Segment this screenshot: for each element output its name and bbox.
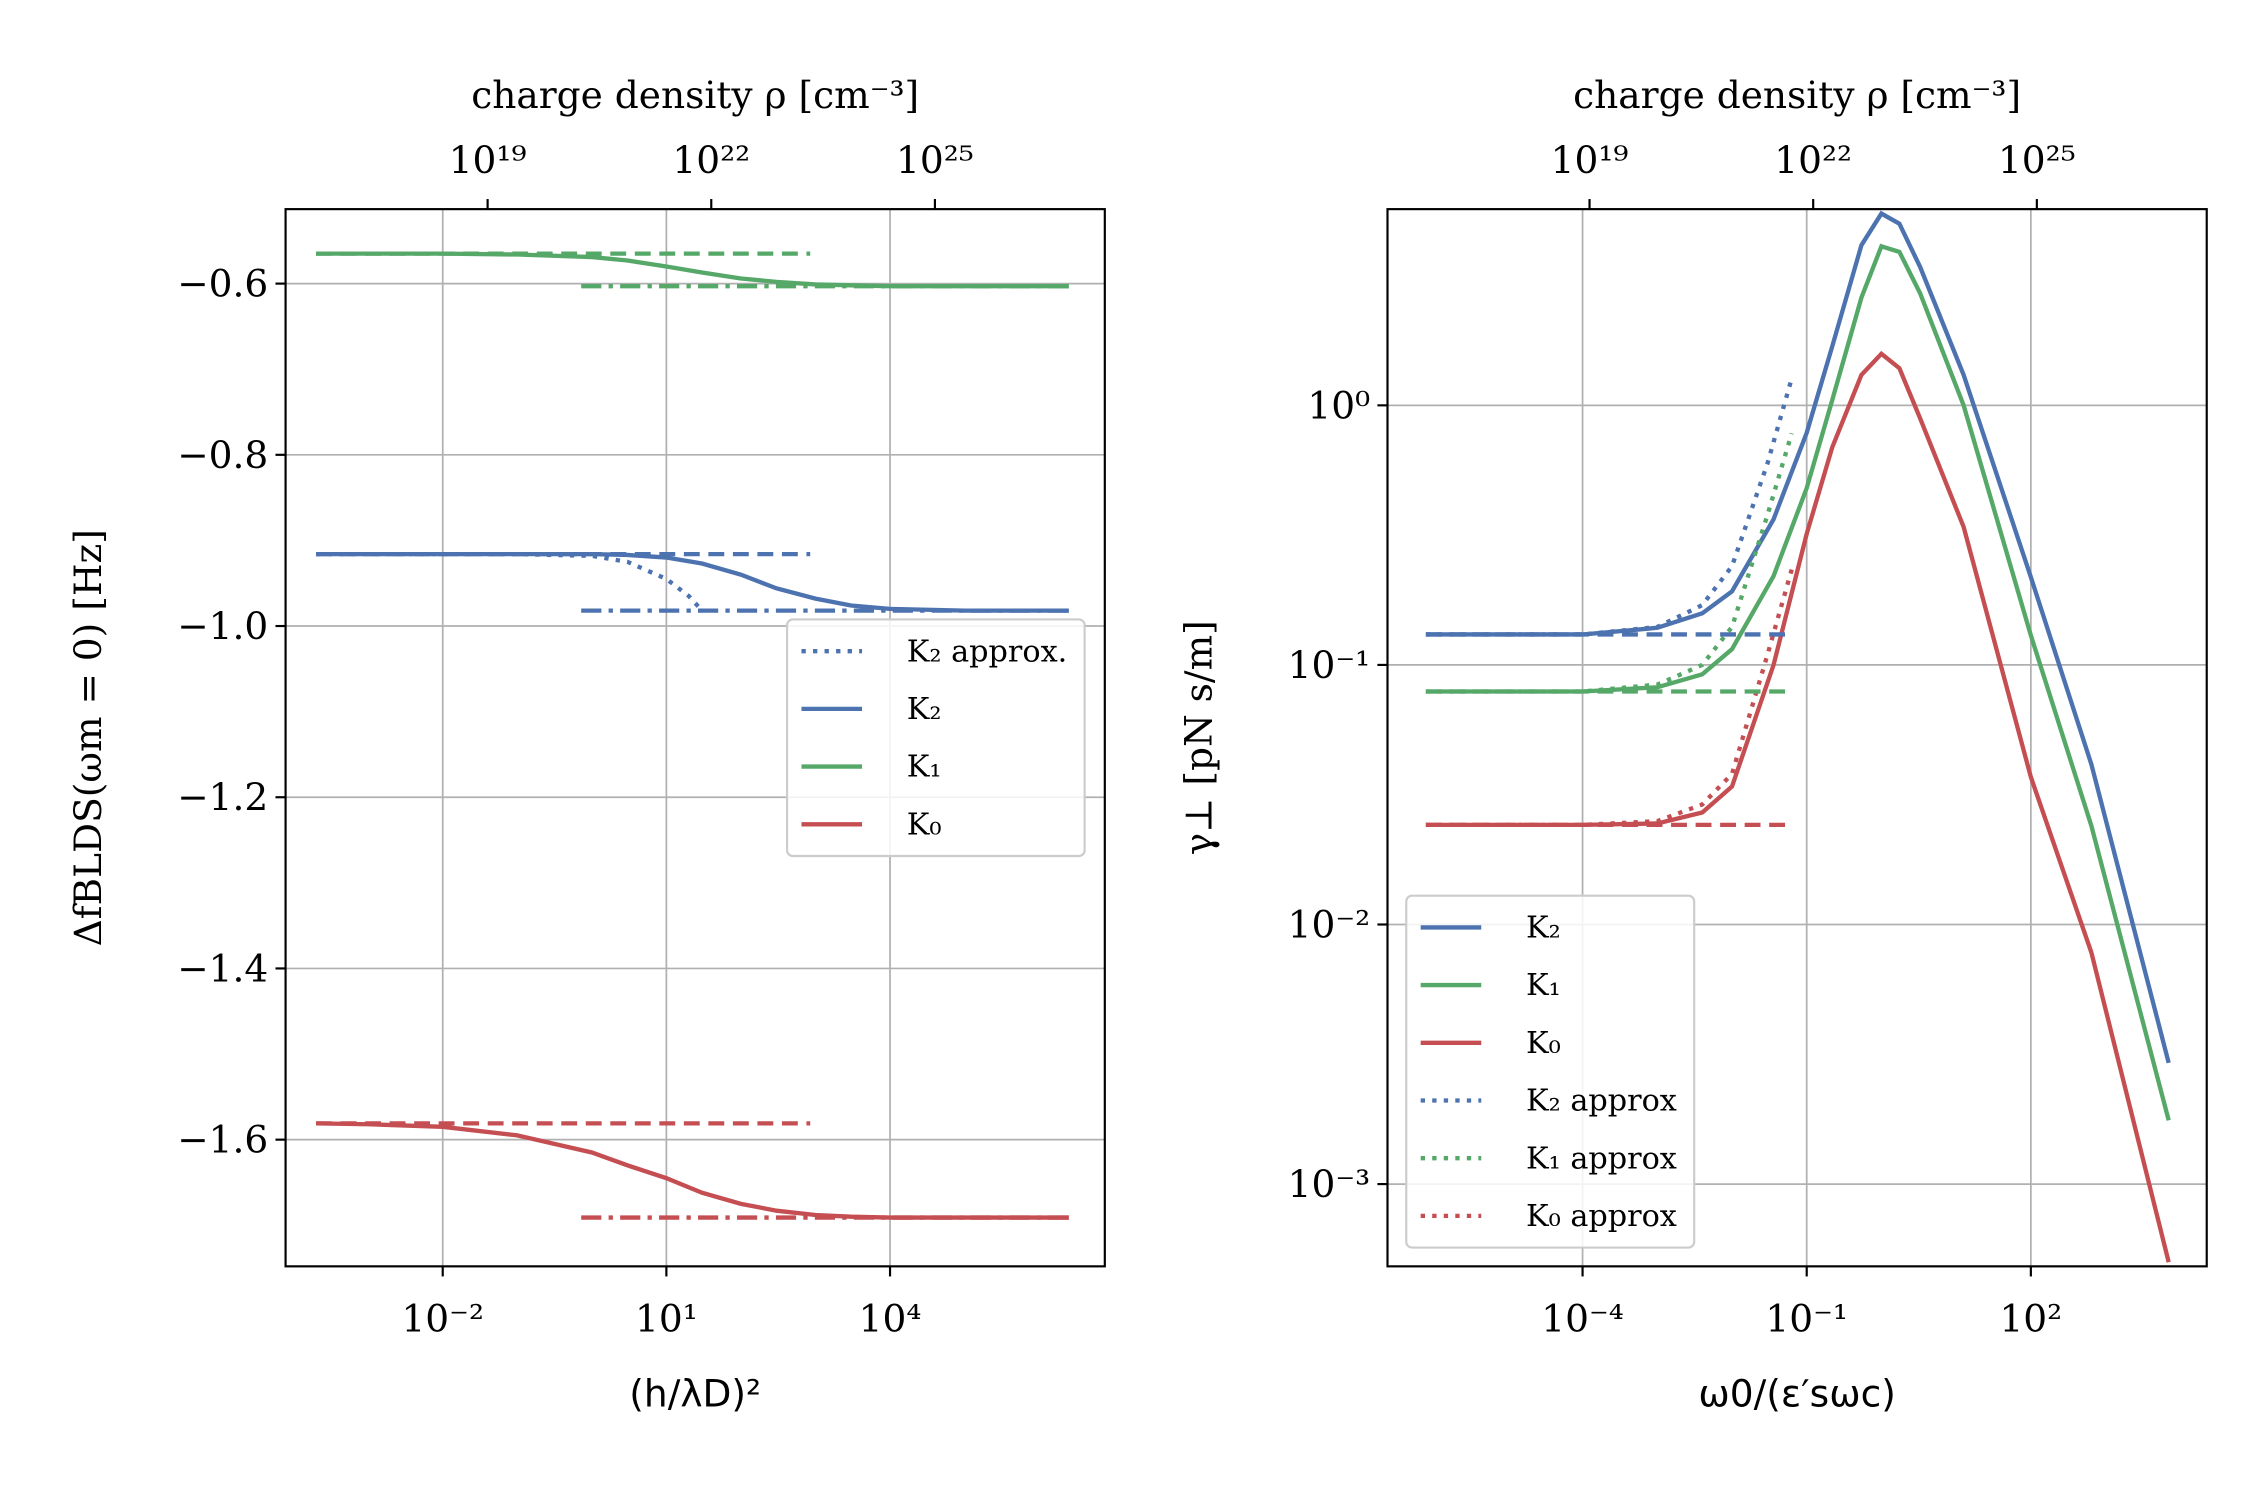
legend-label: K₂ — [1526, 910, 1561, 945]
y-tick-label: −1.0 — [177, 604, 268, 648]
y-axis-label: γ⊥ [pN s/m] — [1177, 620, 1221, 855]
legend: K₂ approx. K₂ K₁ K₀ — [785, 618, 1086, 858]
x2-tick-label: 10²² — [1774, 138, 1852, 182]
x2-tick-label: 10²² — [672, 138, 750, 182]
x-axis-label: ω0/(ε′sωc) — [1698, 1371, 1896, 1415]
legend-label: K₀ — [1526, 1026, 1561, 1061]
axes-frame — [284, 208, 1106, 1268]
subplot: 10⁻² 10¹ 10⁴ 10¹⁹ 10²² 10²⁵ −0.6 −0.8 −1.0 −1.2 −1… — [66, 73, 1106, 1415]
legend-label: K₁ — [1526, 968, 1561, 1003]
x-tick-label: 10⁻² — [401, 1296, 484, 1340]
x2-axis-label: charge density ρ [cm⁻³] — [471, 73, 919, 117]
x-axis-label: (h/λD)² — [629, 1371, 761, 1415]
y-tick-label: −0.6 — [177, 262, 268, 306]
y-tick-label: 10⁻¹ — [1288, 643, 1371, 687]
series-line — [1425, 243, 2171, 1121]
x2-tick-label: 10²⁵ — [896, 138, 974, 182]
series-line — [1425, 210, 2171, 1064]
x-tick-label: 10¹ — [635, 1296, 698, 1340]
series-line — [1425, 432, 1794, 694]
axes-frame — [1386, 208, 2208, 1268]
legend-box — [1405, 894, 1696, 1249]
series-line — [1425, 350, 2171, 1263]
legend-label: K₂ — [907, 692, 942, 727]
y-tick-label: −1.6 — [177, 1118, 268, 1162]
x-tick-label: 10⁻⁴ — [1541, 1296, 1624, 1340]
y-tick-label: 10⁻² — [1288, 902, 1371, 946]
y-axis-label: ΔfBLDS(ωm = 0) [Hz] — [66, 529, 110, 946]
legend: K₂ K₁ K₀ K₂ approx K₁ approx K₀ approx — [1405, 894, 1696, 1249]
y-tick-label: −0.8 — [177, 433, 268, 477]
x-tick-label: 10⁴ — [859, 1296, 922, 1340]
series-line — [316, 551, 1069, 613]
y-tick-label: −1.4 — [177, 946, 268, 990]
series-line — [1425, 377, 1794, 637]
x-tick-label: 10⁻¹ — [1765, 1296, 1848, 1340]
subplot: 10⁻⁴ 10⁻¹ 10² 10¹⁹ 10²² 10²⁵ 10⁰ 10⁻¹ 10⁻² 10⁻³ ch… — [1177, 73, 2208, 1415]
legend-label: K₀ approx — [1526, 1199, 1677, 1234]
series-line — [316, 251, 1069, 289]
x2-tick-label: 10²⁵ — [1998, 138, 2076, 182]
legend-label: K₀ — [907, 807, 942, 842]
x2-tick-label: 10¹⁹ — [1551, 138, 1629, 182]
series-line — [316, 551, 704, 613]
legend-box — [785, 618, 1086, 858]
series-line — [316, 1121, 1069, 1220]
series-line — [1425, 568, 1794, 828]
y-tick-label: −1.2 — [177, 775, 268, 819]
y-tick-label: 10⁰ — [1307, 383, 1370, 427]
legend-label: K₁ approx — [1526, 1141, 1677, 1176]
y-tick-label: 10⁻³ — [1288, 1162, 1371, 1206]
legend-label: K₂ approx. — [907, 634, 1068, 669]
x2-axis-label: charge density ρ [cm⁻³] — [1573, 73, 2021, 117]
x-tick-label: 10² — [1999, 1296, 2062, 1340]
x2-tick-label: 10¹⁹ — [449, 138, 527, 182]
legend-label: K₂ approx — [1526, 1084, 1677, 1119]
legend-label: K₁ — [907, 750, 942, 785]
